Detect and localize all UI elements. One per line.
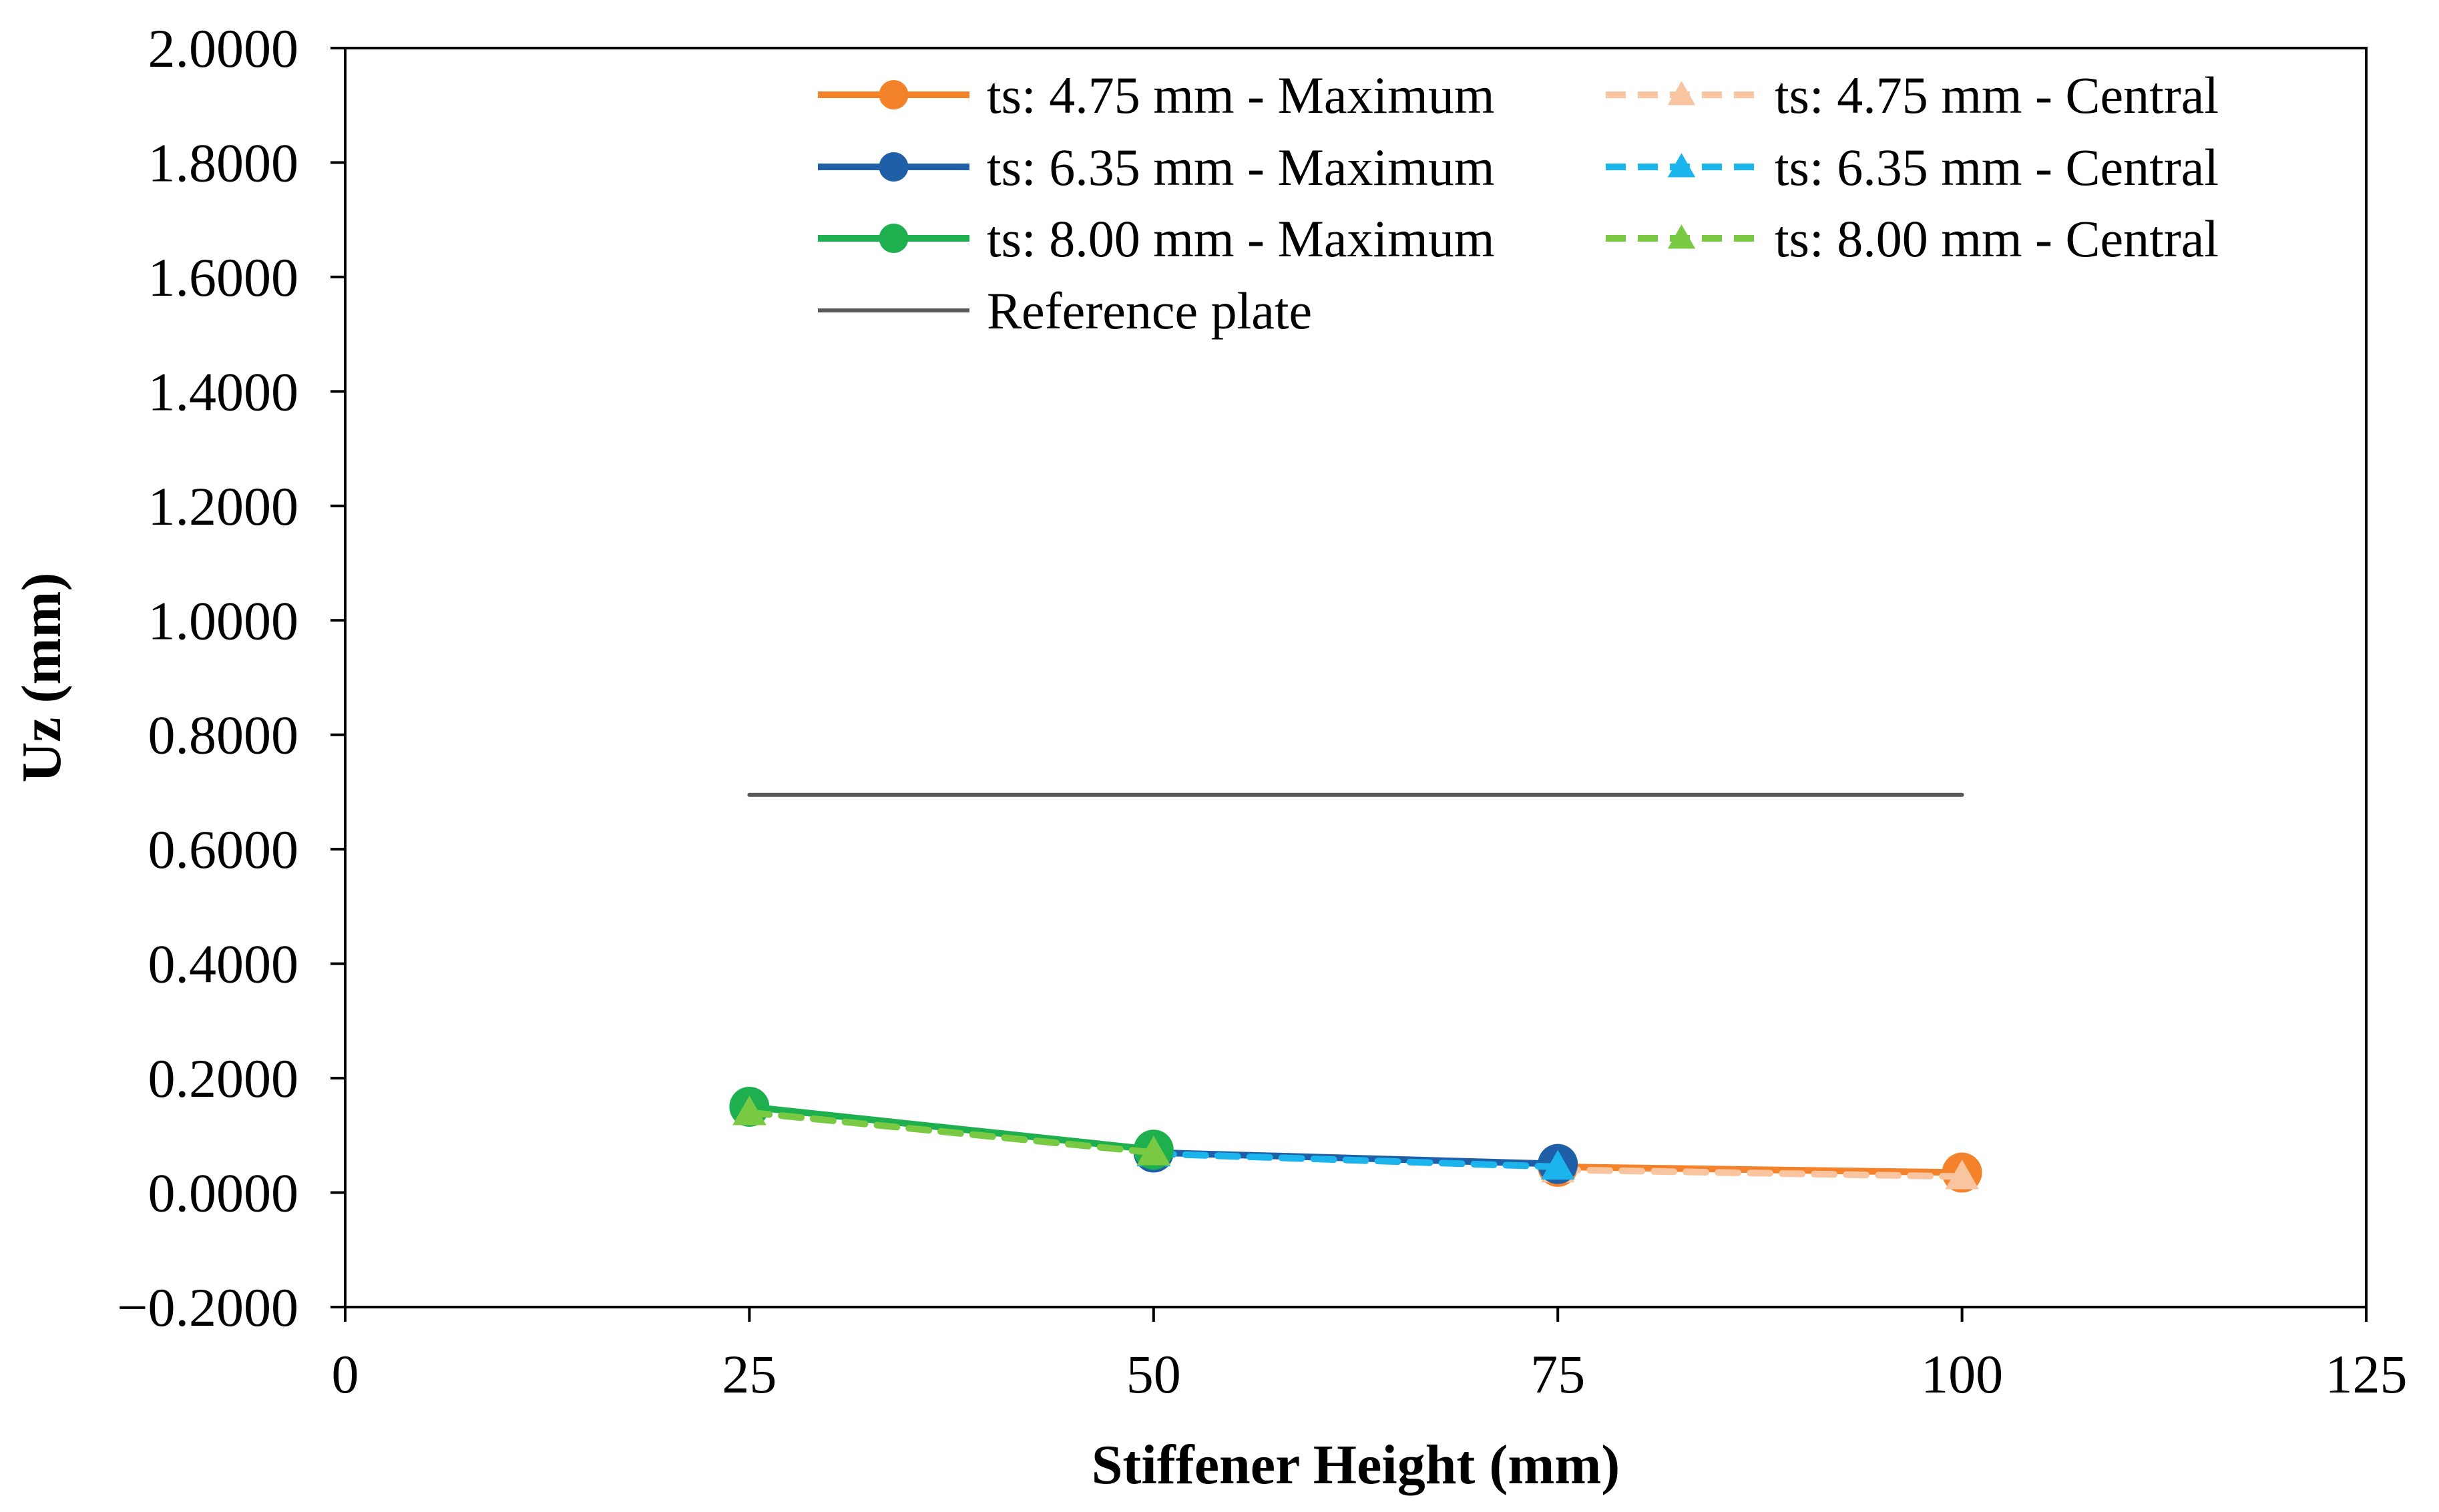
legend-label: ts: 6.35 mm - Maximum <box>987 138 1495 196</box>
legend-item: ts: 4.75 mm - Central <box>1606 66 2219 124</box>
y-axis-title: Uz (mm) <box>11 573 73 783</box>
data-point <box>1136 1136 1171 1166</box>
data-point <box>879 224 909 253</box>
series-line <box>1150 1150 1562 1170</box>
y-tick-label: 0.0000 <box>148 1163 299 1224</box>
data-point <box>879 152 909 182</box>
legend-label: ts: 8.00 mm - Central <box>1775 210 2219 268</box>
data-point <box>1945 1160 1979 1190</box>
series-line <box>746 1103 1157 1154</box>
legend-item: ts: 6.35 mm - Maximum <box>818 138 1495 196</box>
series-ts-6-35-mm-central <box>1136 1136 1575 1180</box>
x-axis-title: Stiffener Height (mm) <box>1092 1434 1620 1496</box>
y-tick-label: 1.2000 <box>148 476 299 537</box>
y-tick-label: −0.2000 <box>117 1277 298 1338</box>
plot-area <box>729 792 1982 1193</box>
legend-label: ts: 4.75 mm - Maximum <box>987 66 1495 124</box>
series-ts-8-00-mm-central <box>732 1095 1171 1166</box>
x-tick-label: 50 <box>1126 1344 1181 1405</box>
data-point <box>1667 224 1696 249</box>
x-tick-label: 75 <box>1530 1344 1585 1405</box>
legend-item: ts: 6.35 mm - Central <box>1606 138 2219 196</box>
legend-label: ts: 6.35 mm - Central <box>1775 138 2219 196</box>
x-tick-label: 25 <box>722 1344 777 1405</box>
data-point <box>1667 81 1696 105</box>
x-tick-label: 0 <box>332 1344 359 1405</box>
plot-border <box>344 47 2368 1308</box>
y-tick-label: 1.4000 <box>148 361 299 422</box>
y-tick-label: 0.4000 <box>148 934 299 995</box>
legend-label: ts: 8.00 mm - Maximum <box>987 210 1495 268</box>
y-tick-label: 0.8000 <box>148 705 299 766</box>
data-point <box>879 80 909 109</box>
data-point <box>1667 153 1696 178</box>
legend-item: ts: 8.00 mm - Maximum <box>818 210 1495 268</box>
axes: −0.2000 0.0000 0.2000 0.4000 0.6000 0.8000 1.0… <box>117 18 2407 1405</box>
y-tick-label: 1.0000 <box>148 590 299 651</box>
legend-label: Reference plate <box>987 282 1312 340</box>
x-tick-label: 125 <box>2325 1344 2408 1405</box>
y-tick-label: 2.0000 <box>148 18 299 79</box>
y-tick-label: 0.6000 <box>148 819 299 880</box>
series-line <box>746 1109 1157 1156</box>
legend-item: Reference plate <box>818 282 1312 340</box>
y-tick-label: 0.2000 <box>148 1048 299 1109</box>
legend-item: ts: 4.75 mm - Maximum <box>818 66 1495 124</box>
legend-item: ts: 8.00 mm - Central <box>1606 210 2219 268</box>
legend-label: ts: 4.75 mm - Central <box>1775 66 2219 124</box>
series-ts-8-00-mm-maximum <box>729 1086 1174 1170</box>
legend: ts: 4.75 mm - Maximum ts: 4.75 mm - Centr… <box>818 66 2219 340</box>
y-tick-label: 1.6000 <box>148 247 299 308</box>
data-point <box>1540 1150 1575 1180</box>
data-point <box>732 1095 766 1125</box>
x-tick-label: 100 <box>1921 1344 2003 1405</box>
y-tick-label: 1.8000 <box>148 132 299 193</box>
series-line <box>1554 1166 1966 1180</box>
